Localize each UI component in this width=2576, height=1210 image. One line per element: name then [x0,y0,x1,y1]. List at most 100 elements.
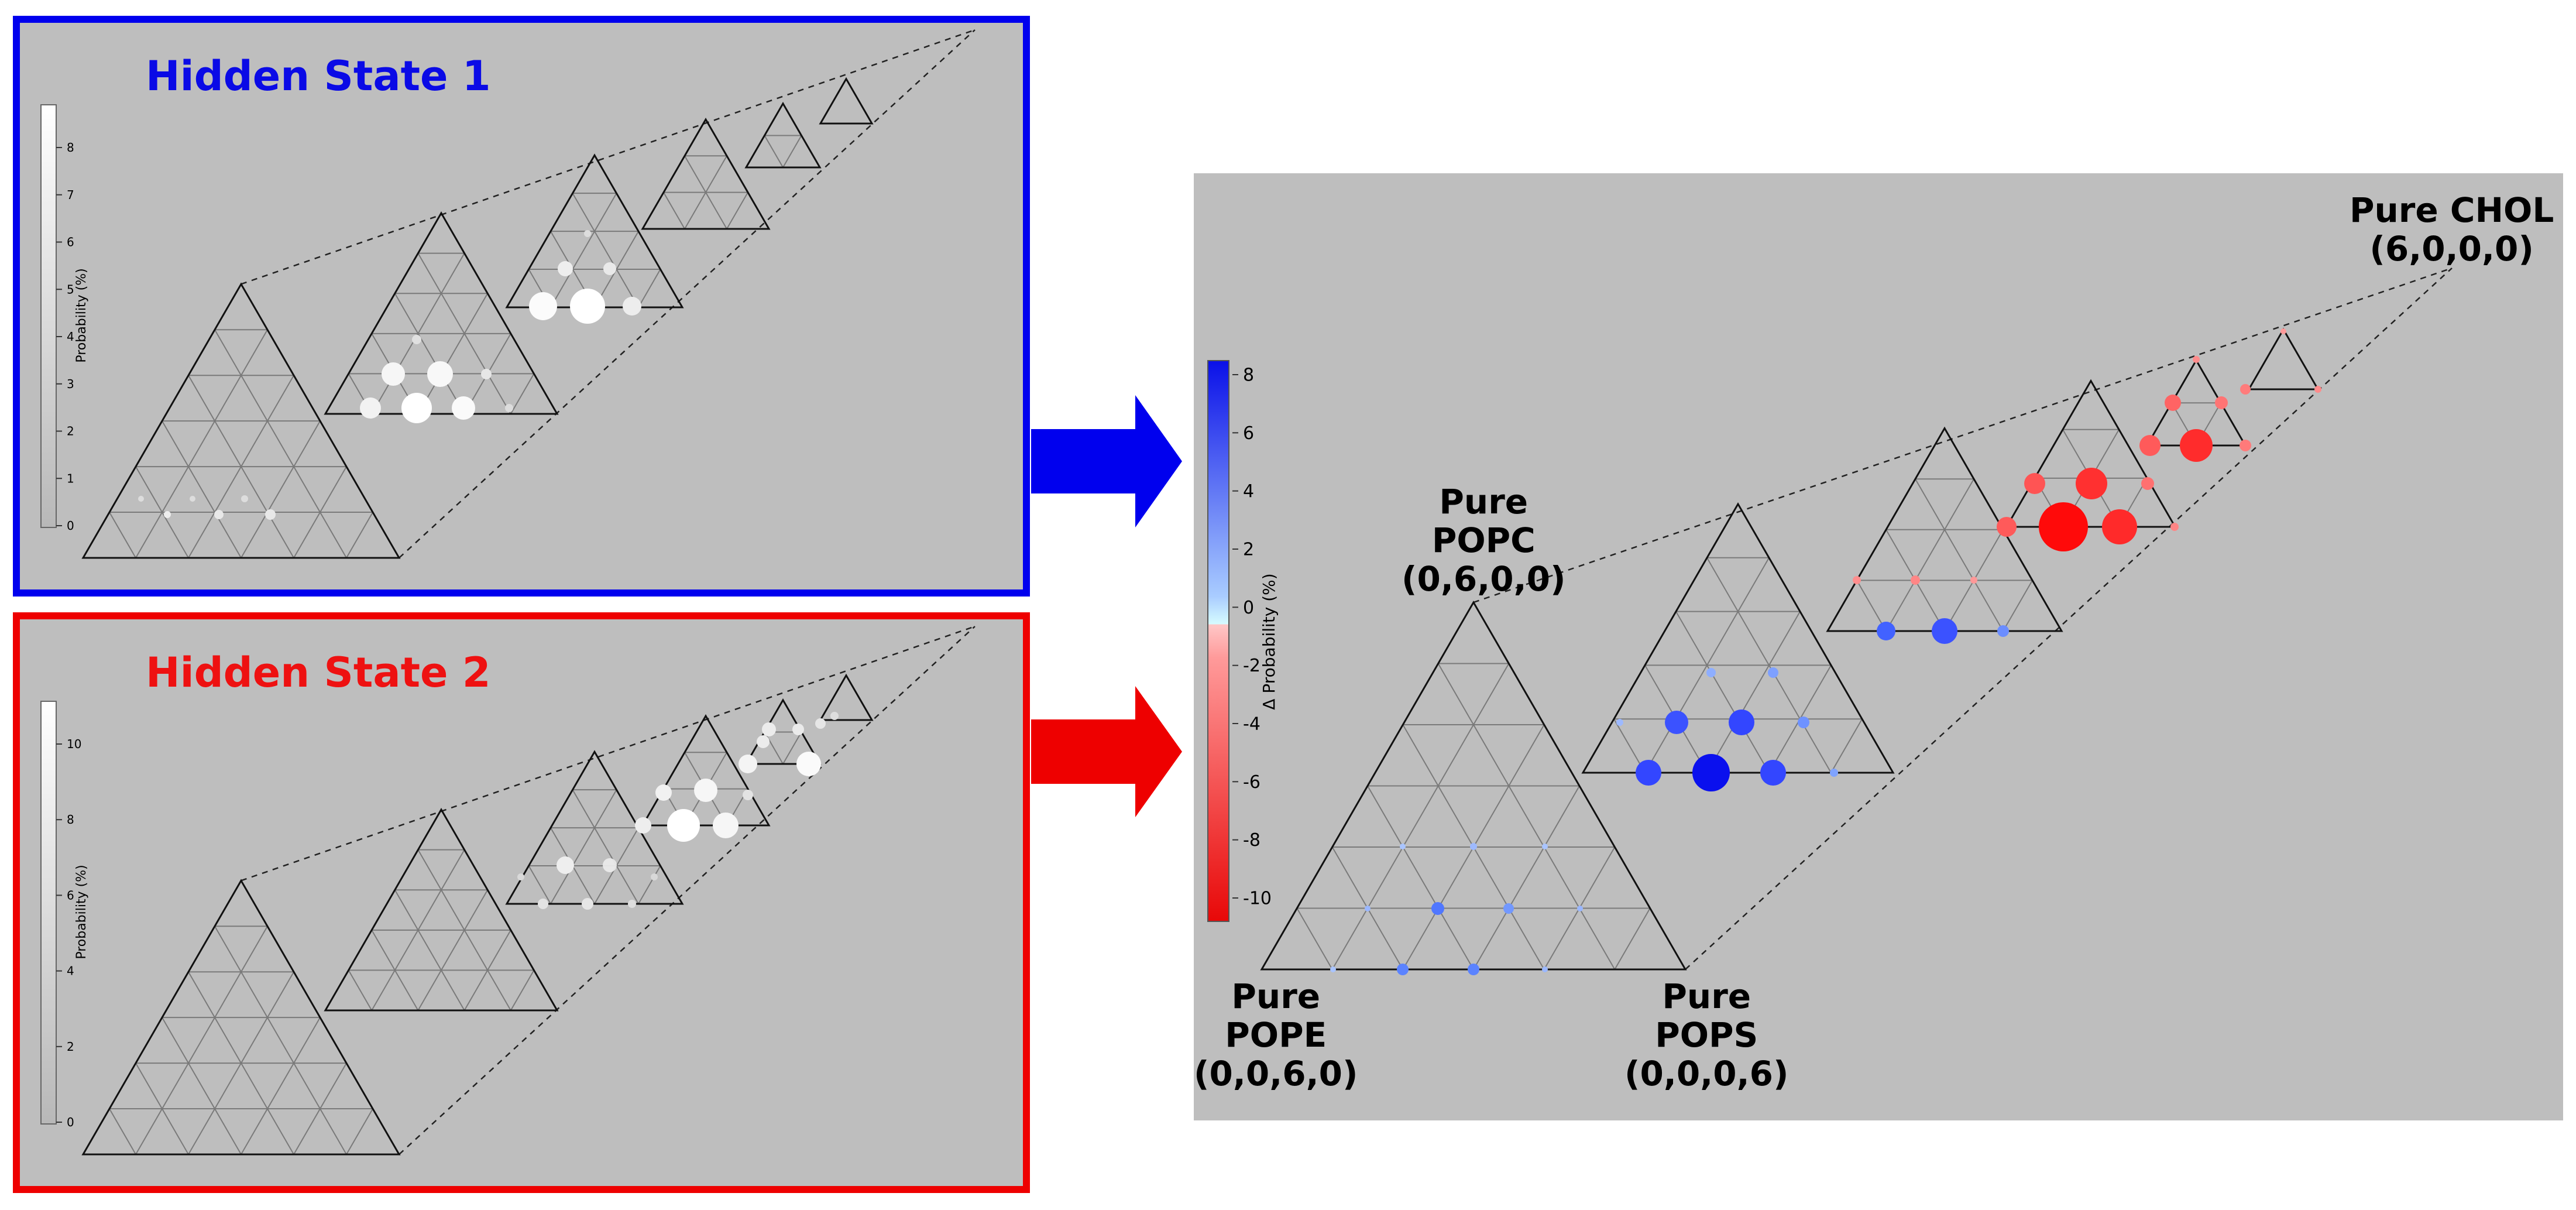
vertex-label-popc: Pure POPC (0,6,0,0) [1402,482,1566,599]
hs2-grid-line [638,865,661,904]
hs2-dot [635,817,651,834]
diff-dot [2102,509,2137,544]
diff-grid-line [1675,611,1770,773]
hs2-grid-line [109,1108,136,1155]
hs2-dot [792,724,804,735]
diff-tick-label: 2 [1243,540,1254,560]
hs2-tick-label: 2 [67,1040,74,1054]
hs1-dot [558,261,573,276]
diff-dot [1706,668,1716,677]
hs2-dot [739,755,757,773]
hs1-tick-label: 4 [67,330,74,344]
hs1-grid-line [764,135,784,168]
hidden-state-2-plot: 10 8 6 4 2 0 Probability (%) [40,625,976,1156]
hs1-grid-line [663,192,685,229]
diff-dot [2165,395,2181,411]
hs1-grid-line [188,375,294,558]
diff-dot [1665,711,1688,734]
diff-colorbar: 8 6 4 2 0 -2 -4 -6 -8 -10 Δ Probability (%) [1207,360,1279,922]
diff-grid-line [1614,907,1651,970]
hs1-triangle-2 [324,211,559,415]
hs2-dot [796,752,821,776]
diff-dot [1470,843,1477,850]
diff-dot [1616,719,1623,726]
hs1-grid-line [241,420,321,558]
hs1-tick-label: 0 [67,519,74,533]
hs2-grid-line [241,1017,321,1155]
diff-tick-label: -4 [1243,714,1260,735]
hs2-dot [655,784,672,801]
hs2-tick-label: 6 [67,888,74,902]
hs2-dot [517,873,524,880]
hs1-grid-line [162,420,242,558]
diff-dot [1431,902,1444,915]
hs2-guide-bottom [399,626,976,1155]
diff-grid-line [1296,907,1333,970]
hidden-state-1-title: Hidden State 1 [146,52,491,100]
hs1-grid-line [726,192,748,229]
hs2-dot [757,735,770,748]
diff-dot [2180,429,2213,462]
hs1-dot [623,297,641,316]
hs1-grid-line [109,512,136,558]
hs2-dot [694,779,717,802]
diff-grid-line [1473,785,1580,970]
hs1-grid-line [135,466,189,558]
diff-dot [1760,760,1786,786]
hs1-grid-line [510,373,535,414]
diff-grid-line [1706,557,1832,773]
diff-dot [1830,769,1838,777]
hs2-dot [603,858,617,872]
hs1-tick-label: 8 [67,140,74,155]
hs1-grid-line [135,329,268,558]
difference-plot: 8 6 4 2 0 -2 -4 -6 -8 -10 Δ Probability (%) [1207,267,2453,975]
hs1-dot [190,496,195,502]
hs1-triangle-1 [81,282,401,559]
hs1-guide-top [241,29,976,285]
diff-dot [1798,717,1809,728]
hs2-dot [667,809,700,842]
hidden-state-1-panel: Hidden State 1 8 7 6 5 4 3 2 1 0 Probability (%) [13,16,1030,597]
hs1-colorbar: 8 7 6 5 4 3 2 1 0 Probability (%) [40,104,89,533]
hs2-dot [815,718,826,729]
hs2-grid-line [371,930,419,1011]
hs2-guide-top [241,625,976,882]
vertex-label-pops: Pure POPS (0,0,0,6) [1624,976,1789,1094]
hs1-dot [164,511,171,518]
hs2-dot [713,813,739,838]
vertex-label-chol: Pure CHOL (6,0,0,0) [2350,190,2554,269]
hs2-grid-line [348,969,373,1011]
hs1-dot [603,262,616,275]
hs2-dot [538,899,548,909]
diff-dot [2215,396,2228,409]
hs1-grid-line [214,329,347,558]
hs1-dot [570,289,605,324]
diff-dot [1365,906,1371,911]
hs1-dots [138,230,641,520]
hs1-grid-line [638,269,661,308]
hs1-dot [505,404,513,412]
hs2-grid-line [510,969,535,1011]
diff-dot [1542,966,1548,972]
hs1-dot [241,495,248,502]
hs2-grid-line [188,971,294,1155]
hs2-grid-line [782,731,802,765]
hs1-dot [382,362,405,386]
hs1-grid-line [346,512,373,558]
diff-grid-line [1856,580,1887,632]
hs2-grid-line [417,889,489,1011]
diff-tick-label: -10 [1243,889,1272,909]
diff-dot [1997,625,2009,637]
hs2-grid-line [135,1062,189,1155]
hs2-grid-line [417,849,511,1011]
hs1-triangles [81,29,976,559]
diff-tick-label: 8 [1243,365,1254,386]
diff-grid-line [2003,580,2033,632]
diff-dot [1911,575,1920,585]
hs2-colorbar-label: Probability (%) [74,865,89,959]
diff-grid-line [1915,478,2004,632]
diff-tick-label: 6 [1243,423,1254,444]
hs1-colorbar-label: Probability (%) [74,268,89,362]
hs2-grid-line [135,926,268,1155]
hs2-dots [517,712,839,910]
